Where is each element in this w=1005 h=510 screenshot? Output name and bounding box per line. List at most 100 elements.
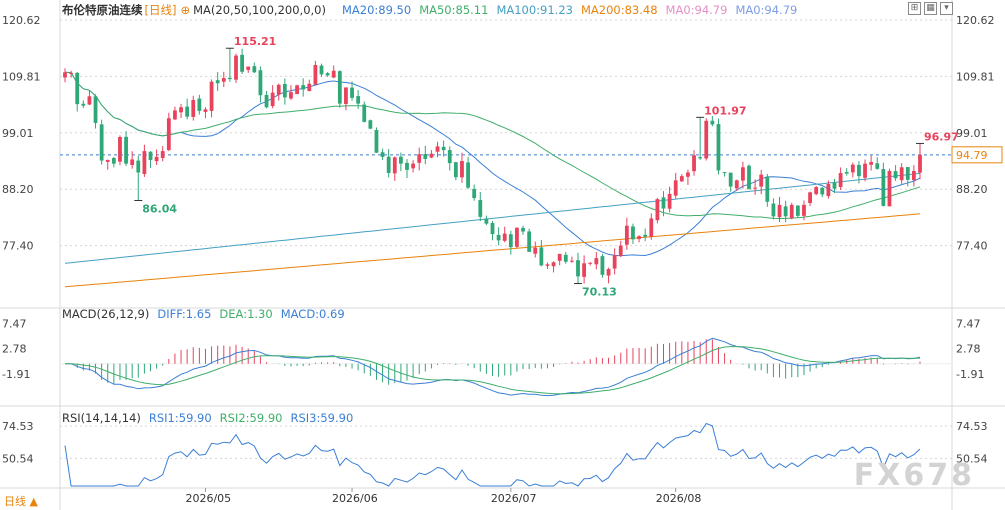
candle-body <box>905 167 910 180</box>
candle-body <box>850 164 855 173</box>
price-annotations: 115.21 86.04 70.13 101.97 96.97 <box>134 35 959 299</box>
macd-diff-label: DIFF:1.65 <box>157 307 212 321</box>
moving-average-lines <box>64 71 921 288</box>
macd-tick-left: 2.78 <box>2 343 27 356</box>
price-tick-right: 120.62 <box>956 14 995 27</box>
price-tick-left: 109.81 <box>2 70 41 83</box>
macd-tick-right: 7.47 <box>956 318 981 331</box>
crosshair-icon[interactable]: ⊕ <box>180 3 191 17</box>
candle-body <box>582 263 587 277</box>
candle-body <box>686 172 690 177</box>
watermark: FX678 <box>853 458 975 493</box>
candle-body <box>563 254 568 262</box>
candle-body <box>313 64 318 85</box>
candle-body <box>453 162 458 178</box>
candle-body <box>875 163 880 169</box>
candle-body <box>771 203 776 217</box>
macd-title: MACD(26,12,9) <box>62 307 150 321</box>
candle-body <box>527 231 532 252</box>
candle-body <box>227 77 232 80</box>
candle-body <box>429 153 434 158</box>
grid-icon[interactable]: ⊞ <box>908 2 921 15</box>
candle-body <box>166 118 171 151</box>
candle-body <box>441 146 446 151</box>
candle-body <box>814 187 819 195</box>
candle-body <box>521 227 525 232</box>
candle-body <box>594 258 599 265</box>
candle-body <box>368 120 373 129</box>
candle-body <box>124 136 128 164</box>
candle-body <box>545 264 550 266</box>
candle-body <box>173 110 177 120</box>
candle-body <box>142 151 147 174</box>
candle-body <box>722 172 727 174</box>
candle-body <box>203 109 208 112</box>
candle-body <box>655 199 660 221</box>
ma100-line <box>64 172 921 264</box>
candle-body <box>661 197 666 209</box>
candle-body <box>643 234 648 237</box>
candle-body <box>679 176 684 182</box>
candle-body <box>576 260 580 277</box>
price-tick-right: 88.20 <box>956 183 988 196</box>
period-label[interactable]: [日线] <box>144 3 177 17</box>
candle-body <box>692 155 696 172</box>
macd-tick-left: 7.47 <box>2 318 27 331</box>
candle-body <box>380 152 385 157</box>
macd-dea-line <box>65 345 921 395</box>
x-axis: 2026/05 2026/06 2026/07 2026/08 <box>185 488 701 505</box>
x-tick-label: 2026/07 <box>491 492 537 505</box>
rsi-tick-left: 50.54 <box>2 452 34 465</box>
candle-body <box>362 104 367 122</box>
candle-body <box>252 66 257 73</box>
candle-body <box>447 150 452 164</box>
candle-body <box>337 71 342 104</box>
candle-body <box>673 180 678 196</box>
candle-body <box>600 256 605 275</box>
candle-body <box>99 124 104 161</box>
rsi1-label: RSI1:59.90 <box>148 411 212 425</box>
macd-tick-right: 2.78 <box>956 343 981 356</box>
candle-body <box>869 162 874 165</box>
ma20-line <box>64 71 921 257</box>
candle-body <box>606 269 611 276</box>
candle-body <box>356 96 361 104</box>
candle-body <box>130 159 135 166</box>
rsi-tick-right: 74.53 <box>956 420 988 433</box>
annotation-label: 86.04 <box>142 202 177 215</box>
ma-value-2: MA100:91.23 <box>496 3 573 17</box>
rsi-line <box>64 422 921 487</box>
candle-body <box>191 99 196 117</box>
candle-body <box>179 107 183 113</box>
candle-body <box>551 262 556 267</box>
candle-body <box>69 72 74 74</box>
candle-body <box>887 170 892 207</box>
candle-body <box>704 120 709 159</box>
candle-body <box>759 174 764 187</box>
candle-body <box>478 200 483 217</box>
rsi-header: RSI(14,14,14) RSI1:59.90 RSI2:59.90 RSI3:59… <box>62 410 361 426</box>
candle-body <box>270 92 275 107</box>
period-switch[interactable]: 日线 ▲ <box>4 495 38 508</box>
candle-body <box>75 72 80 105</box>
candle-body <box>264 94 269 108</box>
layout-icon[interactable]: ▦ <box>924 2 937 15</box>
x-tick-label: 2026/06 <box>332 492 378 505</box>
candle-body <box>893 171 898 179</box>
candle-body <box>472 188 477 199</box>
current-price-box <box>951 146 1003 164</box>
collapse-icon[interactable]: ▾ <box>940 2 953 15</box>
candle-body <box>618 245 623 256</box>
candle-body <box>234 55 238 80</box>
x-tick-label: 2026/08 <box>656 492 702 505</box>
candle-body <box>838 173 843 188</box>
candle-body <box>405 162 409 170</box>
candle-body <box>307 83 312 92</box>
candle-body <box>612 254 617 269</box>
candle-body <box>515 227 519 247</box>
candle-body <box>136 160 141 173</box>
candle-body <box>753 187 758 189</box>
candle-body <box>221 78 226 82</box>
ma-value-3: MA200:83.48 <box>580 3 658 17</box>
